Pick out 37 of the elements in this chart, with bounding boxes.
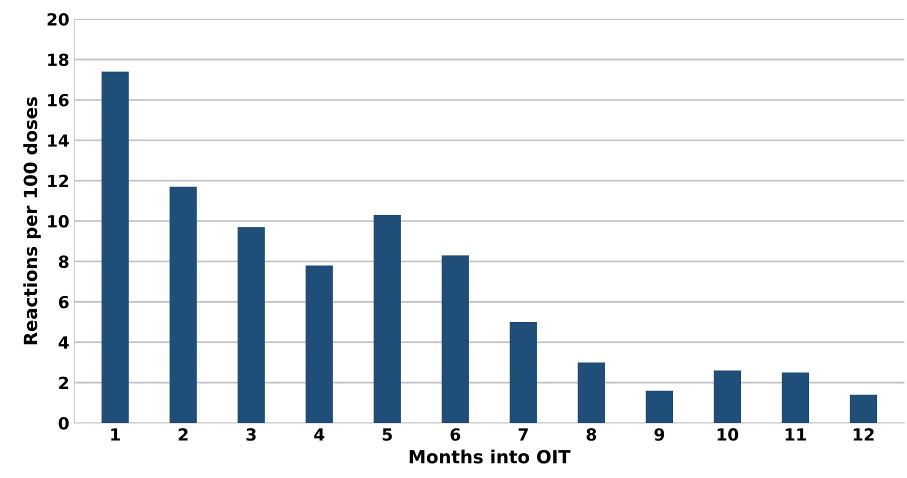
x-tick-label: 9	[654, 428, 664, 441]
y-tick-label: 20	[48, 13, 69, 26]
y-tick-label: 10	[48, 215, 69, 228]
bar	[578, 362, 605, 424]
x-axis-title: Months into OIT	[410, 450, 570, 464]
bar	[782, 372, 810, 424]
x-tick-label: 4	[314, 428, 324, 441]
y-tick-label: 2	[59, 376, 68, 389]
x-tick-label: 12	[854, 428, 874, 441]
bar	[646, 390, 673, 424]
bar	[442, 255, 469, 424]
x-tick-label: 11	[786, 428, 806, 441]
bar	[170, 186, 197, 424]
bar	[714, 370, 742, 424]
x-tick-label: 7	[518, 428, 528, 441]
bar	[306, 266, 333, 424]
y-tick-label: 0	[58, 416, 69, 430]
bar	[238, 227, 265, 424]
x-tick-label: 2	[178, 428, 188, 441]
x-tick-label: 6	[450, 428, 460, 441]
bar	[374, 215, 401, 424]
y-tick-label: 12	[48, 174, 68, 188]
bar	[850, 394, 878, 424]
y-tick-label: 4	[58, 336, 69, 349]
y-axis-title: Reactions per 100 doses	[23, 97, 41, 344]
x-tick-label: 5	[382, 428, 392, 441]
y-tick-label: 18	[48, 53, 68, 66]
y-tick-label: 8	[58, 255, 68, 268]
y-tick-label: 14	[48, 134, 69, 147]
x-tick-label: 8	[586, 428, 596, 441]
x-tick-label: 10	[718, 428, 738, 441]
x-tick-label: 1	[111, 428, 120, 441]
y-tick-label: 6	[58, 296, 69, 308]
x-tick-label: 3	[246, 428, 256, 441]
y-tick-label: 16	[48, 94, 69, 106]
bar	[510, 322, 537, 424]
bar	[102, 72, 129, 424]
